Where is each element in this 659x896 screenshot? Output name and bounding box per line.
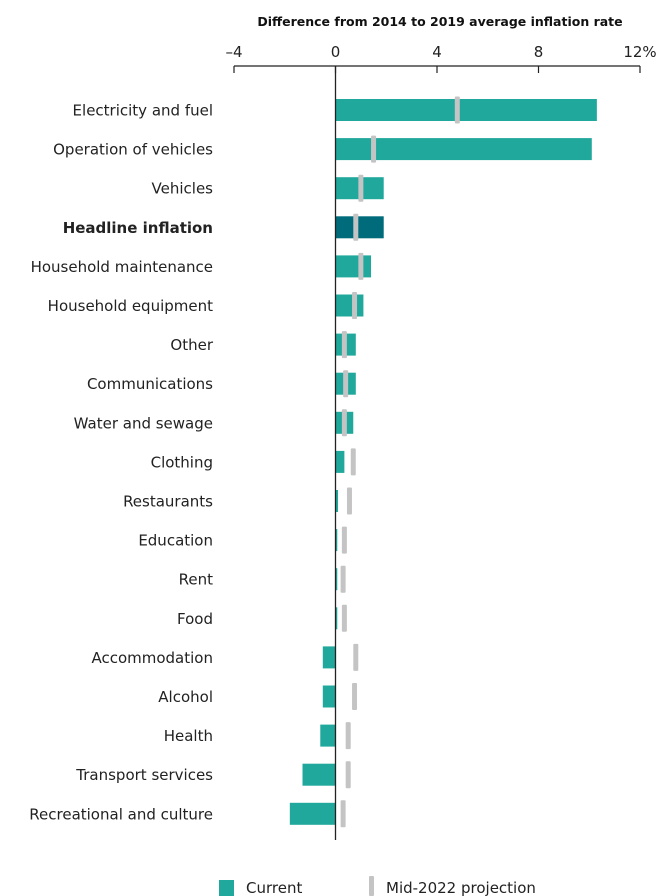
- bar-current: [335, 607, 338, 630]
- bar-current: [335, 138, 592, 161]
- bar-current: [335, 529, 338, 552]
- projection-marker: [343, 370, 349, 398]
- projection-markers: [340, 96, 460, 828]
- category-label: Alcohol: [158, 688, 213, 706]
- projection-marker: [345, 722, 351, 750]
- bar-current: [320, 724, 336, 747]
- projection-marker: [353, 213, 359, 241]
- x-tick-label: 12%: [623, 43, 656, 61]
- category-label: Household equipment: [48, 297, 213, 315]
- bar-current: [335, 490, 339, 512]
- bar-current: [335, 568, 338, 591]
- bar-current: [289, 802, 336, 825]
- legend-swatch-projection: [369, 876, 374, 896]
- category-label: Water and sewage: [74, 414, 213, 432]
- projection-marker: [340, 800, 346, 828]
- projection-marker: [340, 565, 346, 593]
- category-label: Accommodation: [91, 649, 213, 667]
- legend-label-current: Current: [246, 879, 302, 896]
- category-label: Education: [138, 532, 213, 550]
- bar-current: [335, 99, 597, 121]
- x-tick-label: –4: [225, 43, 242, 61]
- category-label: Vehicles: [152, 180, 214, 198]
- projection-marker: [358, 174, 364, 202]
- category-label: Rent: [179, 571, 213, 589]
- category-label: Communications: [87, 375, 213, 393]
- category-labels: Electricity and fuel Operation of vehicle…: [29, 102, 214, 824]
- projection-marker: [371, 135, 377, 163]
- projection-marker: [350, 448, 356, 476]
- category-label: Recreational and culture: [29, 805, 213, 823]
- category-label: Restaurants: [123, 493, 213, 511]
- x-tick-label: 8: [534, 43, 544, 61]
- category-label: Clothing: [151, 453, 213, 471]
- bar-current: [322, 685, 336, 708]
- category-label: Other: [170, 336, 213, 354]
- legend-swatch-current: [219, 880, 234, 896]
- bar-current: [302, 763, 336, 786]
- chart-title: Difference from 2014 to 2019 average inf…: [257, 14, 622, 29]
- category-label: Household maintenance: [31, 258, 213, 276]
- category-label: Health: [164, 727, 213, 745]
- category-label: Operation of vehicles: [53, 141, 213, 159]
- category-label: Headline inflation: [63, 219, 213, 237]
- projection-marker: [346, 487, 352, 515]
- x-tick-label: 4: [432, 43, 442, 61]
- legend-label-projection: Mid-2022 projection: [386, 879, 536, 896]
- projection-marker: [358, 252, 364, 280]
- bar-current: [322, 646, 336, 669]
- projection-marker: [352, 292, 358, 319]
- projection-marker: [345, 761, 351, 789]
- x-axis: –4 0 4 8 12%: [225, 43, 657, 73]
- bar-current: [335, 450, 345, 473]
- projection-marker: [454, 96, 460, 124]
- category-label: Food: [177, 610, 213, 628]
- projection-marker: [341, 604, 347, 632]
- bar-current: [335, 255, 372, 278]
- legend: Current Mid-2022 projection: [219, 876, 536, 896]
- projection-marker: [341, 409, 347, 437]
- projection-marker: [341, 331, 347, 359]
- bar-current: [335, 216, 384, 239]
- projection-marker: [341, 526, 347, 554]
- category-label: Transport services: [75, 766, 213, 784]
- projection-marker: [353, 643, 359, 671]
- bar-current: [335, 294, 364, 317]
- projection-marker: [352, 683, 358, 710]
- category-label: Electricity and fuel: [73, 102, 213, 120]
- x-tick-label: 0: [331, 43, 341, 61]
